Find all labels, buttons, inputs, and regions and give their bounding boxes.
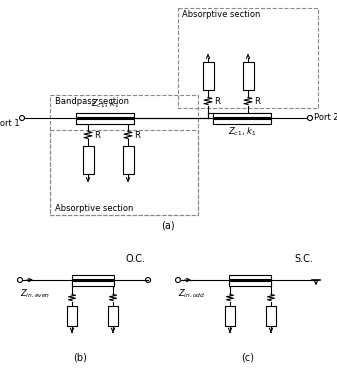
Text: (b): (b) <box>73 352 87 362</box>
Text: R: R <box>134 131 140 140</box>
Text: $Z_{in,odd}$: $Z_{in,odd}$ <box>178 288 205 300</box>
Bar <box>213 119 271 124</box>
Bar <box>76 112 134 117</box>
Bar <box>243 62 253 90</box>
Text: $Z_{c1}$, $k_1$: $Z_{c1}$, $k_1$ <box>91 97 119 109</box>
Bar <box>72 275 114 279</box>
Text: $Z_s$: $Z_s$ <box>203 71 213 83</box>
Bar <box>108 305 118 326</box>
Text: Absorptive section: Absorptive section <box>55 204 133 213</box>
Text: Port 1: Port 1 <box>0 119 20 128</box>
Bar <box>50 130 198 215</box>
Text: O.C.: O.C. <box>126 254 146 264</box>
Text: Port 2: Port 2 <box>314 113 337 122</box>
Text: $Z_s$: $Z_s$ <box>83 155 93 167</box>
Text: S.C.: S.C. <box>295 254 313 264</box>
Text: (a): (a) <box>161 220 175 230</box>
Text: $Z_{in,even}$: $Z_{in,even}$ <box>20 288 50 300</box>
Text: (c): (c) <box>242 352 254 362</box>
Text: Absorptive section: Absorptive section <box>182 10 261 19</box>
Bar <box>203 62 214 90</box>
Text: $Z_s$: $Z_s$ <box>243 71 253 83</box>
Bar <box>123 146 133 174</box>
Bar <box>229 275 271 279</box>
Bar <box>213 112 271 117</box>
Bar <box>229 281 271 285</box>
Bar <box>76 119 134 124</box>
Text: R: R <box>214 96 220 106</box>
Text: $Z_s$: $Z_s$ <box>123 155 133 167</box>
Bar <box>225 305 235 326</box>
Bar <box>266 305 276 326</box>
Bar <box>50 95 198 215</box>
Bar <box>72 281 114 285</box>
Bar <box>178 8 318 108</box>
Bar <box>67 305 77 326</box>
Text: R: R <box>254 96 260 106</box>
Text: Bandpass section: Bandpass section <box>55 97 129 106</box>
Text: $Z_{c1}$, $k_1$: $Z_{c1}$, $k_1$ <box>228 125 256 138</box>
Text: R: R <box>94 131 100 140</box>
Bar <box>83 146 93 174</box>
